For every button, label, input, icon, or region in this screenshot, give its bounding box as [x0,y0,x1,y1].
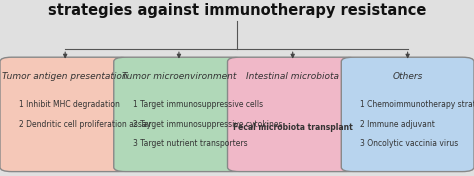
Text: 2 Target immunosuppressive cytokines: 2 Target immunosuppressive cytokines [133,120,282,129]
FancyBboxPatch shape [0,57,130,172]
Text: Tumor microenvironment: Tumor microenvironment [122,72,236,81]
Text: 1 Chemoimmunotherapy strategy: 1 Chemoimmunotherapy strategy [360,100,474,109]
Text: 1 Target immunosuppressive cells: 1 Target immunosuppressive cells [133,100,263,109]
FancyBboxPatch shape [114,57,244,172]
FancyBboxPatch shape [341,57,474,172]
Text: 2 Immune adjuvant: 2 Immune adjuvant [360,120,435,129]
Text: 3 Target nutrient transporters: 3 Target nutrient transporters [133,139,247,148]
Text: Fecal microbiota transplant: Fecal microbiota transplant [233,122,353,132]
Text: strategies against immunotherapy resistance: strategies against immunotherapy resista… [48,3,426,18]
Text: 1 Inhibit MHC degradation: 1 Inhibit MHC degradation [19,100,120,109]
Text: Intestinal microbiota: Intestinal microbiota [246,72,339,81]
Text: 2 Dendritic cell proliferation assay: 2 Dendritic cell proliferation assay [19,120,151,129]
FancyBboxPatch shape [228,57,358,172]
Text: Tumor antigen presentation: Tumor antigen presentation [2,72,128,81]
Text: Others: Others [392,72,423,81]
Text: 3 Oncolytic vaccinia virus: 3 Oncolytic vaccinia virus [360,139,458,148]
